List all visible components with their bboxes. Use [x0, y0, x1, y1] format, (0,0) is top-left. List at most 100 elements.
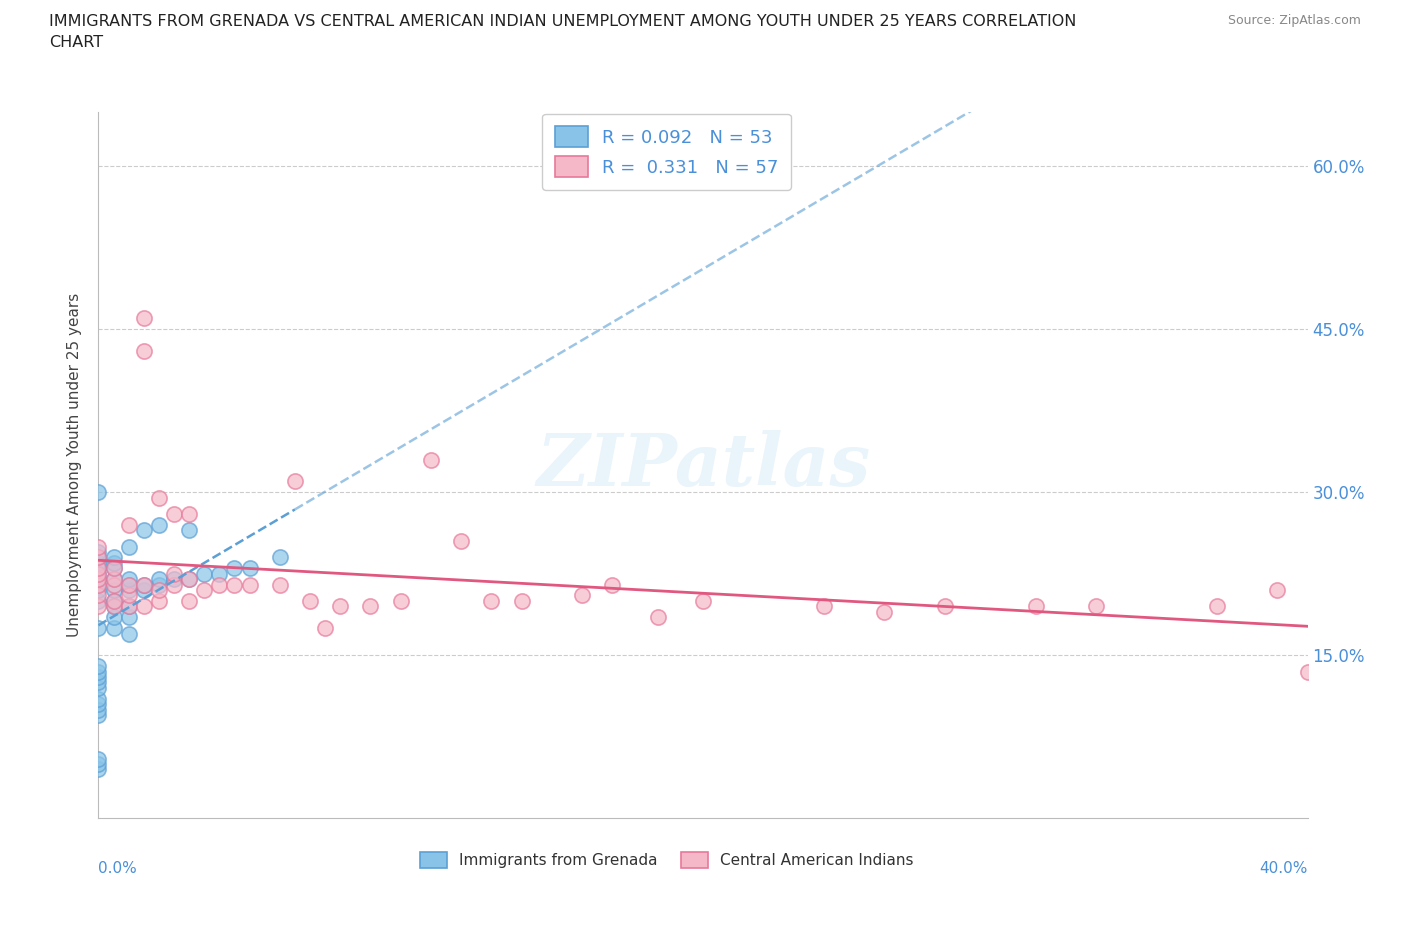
Point [450, 534, 472, 549]
Point [193, 582, 215, 597]
Point [87, 762, 110, 777]
Point [360, 599, 382, 614]
Point [87, 664, 110, 679]
Point [1085, 599, 1108, 614]
Point [873, 604, 896, 619]
Point [87, 588, 110, 603]
Point [132, 311, 155, 325]
Point [103, 582, 125, 597]
Point [87, 658, 110, 673]
Point [179, 572, 201, 587]
Point [103, 550, 125, 565]
Point [239, 578, 262, 592]
Point [103, 593, 125, 608]
Point [1206, 599, 1229, 614]
Point [132, 523, 155, 538]
Point [163, 507, 186, 522]
Text: IMMIGRANTS FROM GRENADA VS CENTRAL AMERICAN INDIAN UNEMPLOYMENT AMONG YOUTH UNDE: IMMIGRANTS FROM GRENADA VS CENTRAL AMERI… [49, 14, 1077, 29]
Point [87, 681, 110, 696]
Point [87, 485, 110, 499]
Point [571, 588, 593, 603]
Point [1267, 582, 1289, 597]
Point [148, 517, 170, 532]
Point [193, 566, 215, 581]
Point [103, 610, 125, 625]
Point [87, 708, 110, 723]
Point [87, 572, 110, 587]
Point [179, 507, 201, 522]
Point [87, 757, 110, 772]
Point [647, 610, 669, 625]
Point [118, 572, 141, 587]
Point [87, 539, 110, 554]
Point [1024, 599, 1046, 614]
Y-axis label: Unemployment Among Youth under 25 years: Unemployment Among Youth under 25 years [67, 293, 83, 637]
Point [132, 599, 155, 614]
Point [103, 593, 125, 608]
Point [1296, 664, 1319, 679]
Point [481, 593, 503, 608]
Point [163, 572, 186, 587]
Point [208, 578, 231, 592]
Point [103, 561, 125, 576]
Point [179, 523, 201, 538]
Point [103, 555, 125, 570]
Point [179, 593, 201, 608]
Point [299, 593, 322, 608]
Point [163, 578, 186, 592]
Point [87, 545, 110, 560]
Point [118, 599, 141, 614]
Text: 0.0%: 0.0% [98, 861, 138, 876]
Point [224, 578, 246, 592]
Point [118, 517, 141, 532]
Text: 40.0%: 40.0% [1260, 861, 1308, 876]
Point [269, 578, 291, 592]
Point [118, 539, 141, 554]
Point [148, 593, 170, 608]
Point [87, 751, 110, 766]
Point [103, 578, 125, 592]
Point [87, 620, 110, 635]
Legend: Immigrants from Grenada, Central American Indians: Immigrants from Grenada, Central America… [413, 846, 920, 874]
Point [87, 550, 110, 565]
Point [118, 578, 141, 592]
Point [87, 561, 110, 576]
Point [87, 566, 110, 581]
Point [132, 578, 155, 592]
Point [87, 578, 110, 592]
Point [692, 593, 714, 608]
Point [87, 697, 110, 711]
Point [813, 599, 835, 614]
Point [103, 620, 125, 635]
Point [239, 561, 262, 576]
Point [314, 620, 336, 635]
Point [87, 599, 110, 614]
Point [132, 582, 155, 597]
Point [148, 578, 170, 592]
Point [389, 593, 412, 608]
Text: ZIPatlas: ZIPatlas [536, 430, 870, 500]
Point [118, 578, 141, 592]
Point [208, 566, 231, 581]
Point [179, 572, 201, 587]
Point [602, 578, 624, 592]
Point [87, 572, 110, 587]
Point [87, 593, 110, 608]
Point [103, 599, 125, 614]
Point [118, 588, 141, 603]
Point [87, 670, 110, 684]
Point [87, 675, 110, 690]
Point [224, 561, 246, 576]
Point [103, 572, 125, 587]
Point [87, 555, 110, 570]
Point [103, 599, 125, 614]
Point [420, 452, 443, 467]
Point [510, 593, 533, 608]
Point [87, 582, 110, 597]
Point [103, 572, 125, 587]
Point [284, 474, 307, 489]
Point [329, 599, 352, 614]
Text: Source: ZipAtlas.com: Source: ZipAtlas.com [1227, 14, 1361, 27]
Point [118, 582, 141, 597]
Point [934, 599, 956, 614]
